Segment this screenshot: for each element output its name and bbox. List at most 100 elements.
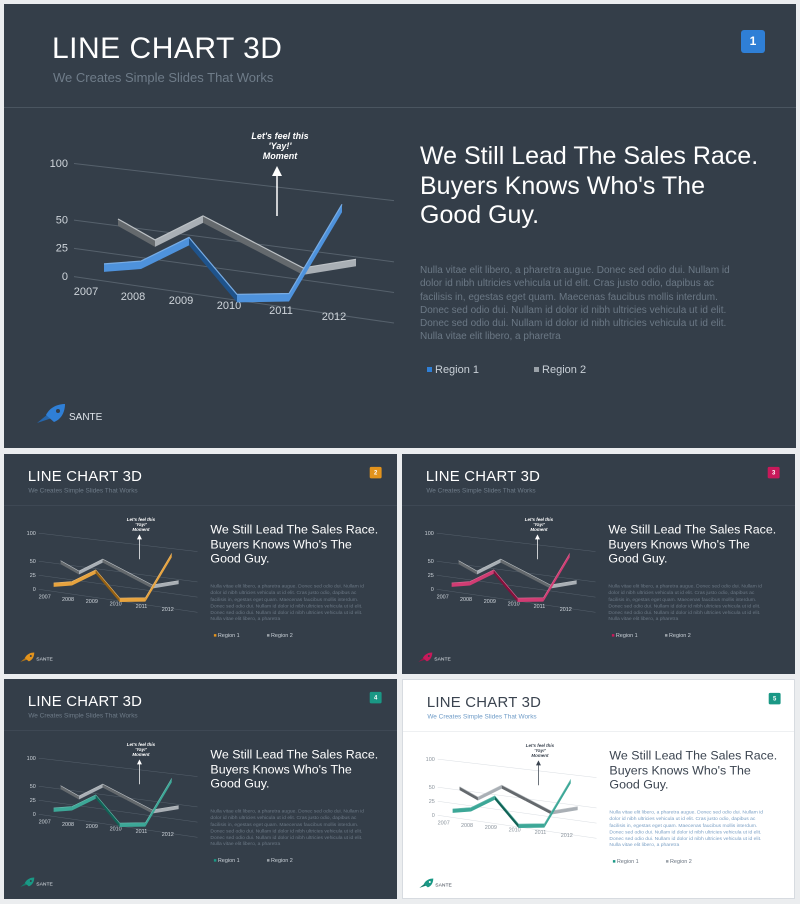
legend-swatch: [665, 634, 668, 637]
slide-1[interactable]: LINE CHART 3D We Creates Simple Slides Th…: [4, 4, 796, 448]
legend-item: Region 2: [665, 632, 691, 638]
series-segment: [494, 795, 519, 829]
gridline: [436, 532, 596, 552]
slide-3[interactable]: LINE CHART 3D We Creates Simple Slides Th…: [402, 454, 795, 674]
body-paragraph: Nulla vitae elit libero, a pharetra augu…: [210, 583, 365, 622]
series-segment: [470, 795, 495, 812]
series-region-1: [451, 553, 570, 603]
gridline: [38, 800, 198, 823]
gridline: [38, 757, 198, 777]
body-paragraph: Nulla vitae elit libero, a pharetra augu…: [420, 265, 730, 343]
series-segment: [476, 559, 501, 575]
line-chart-3d: 0 25 50 100 2007 2008 2009 2010 2011 2012 Let's fe…: [425, 517, 596, 613]
chart-gridlines: 0 25 50 100: [425, 531, 596, 613]
slide-5[interactable]: LINE CHART 3D We Creates Simple Slides Th…: [402, 679, 795, 899]
x-tick-label: 2009: [485, 825, 497, 831]
series-line: [452, 779, 571, 825]
series-line: [53, 553, 172, 599]
series-region-1: [103, 203, 343, 303]
slide-content: LINE CHART 3D We Creates Simple Slides Th…: [403, 680, 794, 898]
body-paragraph: Nulla vitae elit libero, a pharetra augu…: [609, 809, 764, 848]
slide-subtitle: We Creates Simple Slides That Works: [28, 486, 138, 495]
chart-legend: Region 1 Region 2: [213, 857, 293, 863]
slide-heading: We Still Lead The Sales Race. Buyers Kno…: [608, 522, 777, 566]
y-tick-label: 50: [56, 214, 68, 226]
slide-heading: We Still Lead The Sales Race. Buyers Kno…: [609, 748, 778, 792]
legend-item: Region 2: [666, 858, 692, 864]
x-tick-label: 2009: [86, 599, 98, 605]
brand-name: SANTE: [435, 882, 452, 888]
x-tick-label: 2008: [62, 597, 74, 603]
chart-gridlines: 0 25 50 100: [50, 158, 395, 324]
x-tick-label: 2011: [269, 305, 293, 317]
x-tick-label: 2010: [110, 601, 122, 607]
series-segment: [152, 805, 179, 814]
x-tick-label: 2011: [136, 604, 148, 610]
slide-title: LINE CHART 3D: [425, 467, 541, 485]
annotation-line: Moment: [132, 527, 150, 532]
annotation-line: 'Yay!': [135, 747, 147, 752]
page-number-badge: 2: [369, 466, 382, 479]
line-chart-3d: 0 25 50 100 2007 2008 2009 2010 2011 2012 Let's fe…: [426, 743, 597, 839]
series-segment: [141, 237, 189, 270]
slide-4[interactable]: LINE CHART 3D We Creates Simple Slides Th…: [4, 679, 397, 899]
slide-title: LINE CHART 3D: [52, 32, 283, 65]
gridline: [38, 814, 198, 838]
gridline: [73, 247, 395, 293]
series-line: [117, 215, 357, 269]
series-segment: [477, 785, 502, 801]
body-paragraph: Nulla vitae elit libero, a pharetra augu…: [210, 808, 365, 847]
series-region-1: [452, 779, 571, 829]
x-tick-label: 2010: [508, 601, 520, 607]
y-tick-label: 25: [30, 573, 36, 579]
series-line: [103, 203, 343, 295]
x-tick-label: 2012: [322, 311, 346, 323]
legend-swatch: [267, 634, 270, 637]
annotation-line: Moment: [263, 151, 299, 161]
annotation-line: Moment: [531, 753, 549, 758]
series-segment: [126, 796, 153, 814]
y-tick-label: 25: [429, 799, 435, 805]
x-tick-label: 2008: [62, 822, 74, 828]
x-tick-label: 2012: [561, 833, 573, 839]
y-tick-label: 25: [428, 573, 434, 579]
brand-logo: SANTE: [19, 651, 53, 663]
arrow-up-icon: [535, 760, 541, 786]
series-segment: [524, 571, 551, 589]
rocket-icon: [20, 652, 35, 662]
x-tick-label: 2010: [110, 826, 122, 832]
annotation: Let's feel this'Yay!'Moment: [526, 743, 555, 786]
annotation-line: Moment: [530, 527, 548, 532]
rocket-icon: [37, 404, 65, 423]
x-tick-label: 2008: [461, 823, 473, 829]
slide-content: LINE CHART 3D We Creates Simple Slides Th…: [402, 454, 795, 674]
series-segment: [237, 293, 289, 303]
y-tick-label: 25: [56, 243, 68, 255]
series-segment: [102, 559, 127, 575]
rocket-icon: [419, 878, 434, 888]
series-segment: [550, 580, 577, 589]
series-line: [53, 778, 172, 824]
series-segment: [145, 553, 172, 602]
y-tick-label: 50: [428, 559, 434, 565]
x-tick-label: 2007: [39, 819, 51, 825]
brand-logo: SANTE: [19, 876, 53, 888]
slide-2[interactable]: LINE CHART 3D We Creates Simple Slides Th…: [4, 454, 397, 674]
page-number-badge: 1: [741, 30, 765, 53]
series-segment: [289, 204, 342, 302]
annotation: Let's feel this'Yay!'Moment: [127, 517, 156, 560]
y-tick-label: 50: [429, 785, 435, 791]
annotation-line: 'Yay!': [534, 748, 546, 753]
annotation-line: 'Yay!': [533, 522, 545, 527]
x-tick-label: 2011: [136, 829, 148, 835]
slide-subtitle: We Creates Simple Slides That Works: [53, 70, 274, 85]
arrow-up-icon: [272, 166, 282, 216]
series-line: [60, 783, 179, 811]
y-tick-label: 100: [426, 757, 435, 763]
gridline: [38, 589, 198, 613]
x-tick-label: 2012: [560, 607, 572, 613]
series-region-2: [117, 215, 357, 275]
x-tick-label: 2010: [509, 827, 521, 833]
y-tick-label: 25: [30, 798, 36, 804]
x-tick-label: 2007: [39, 594, 51, 600]
